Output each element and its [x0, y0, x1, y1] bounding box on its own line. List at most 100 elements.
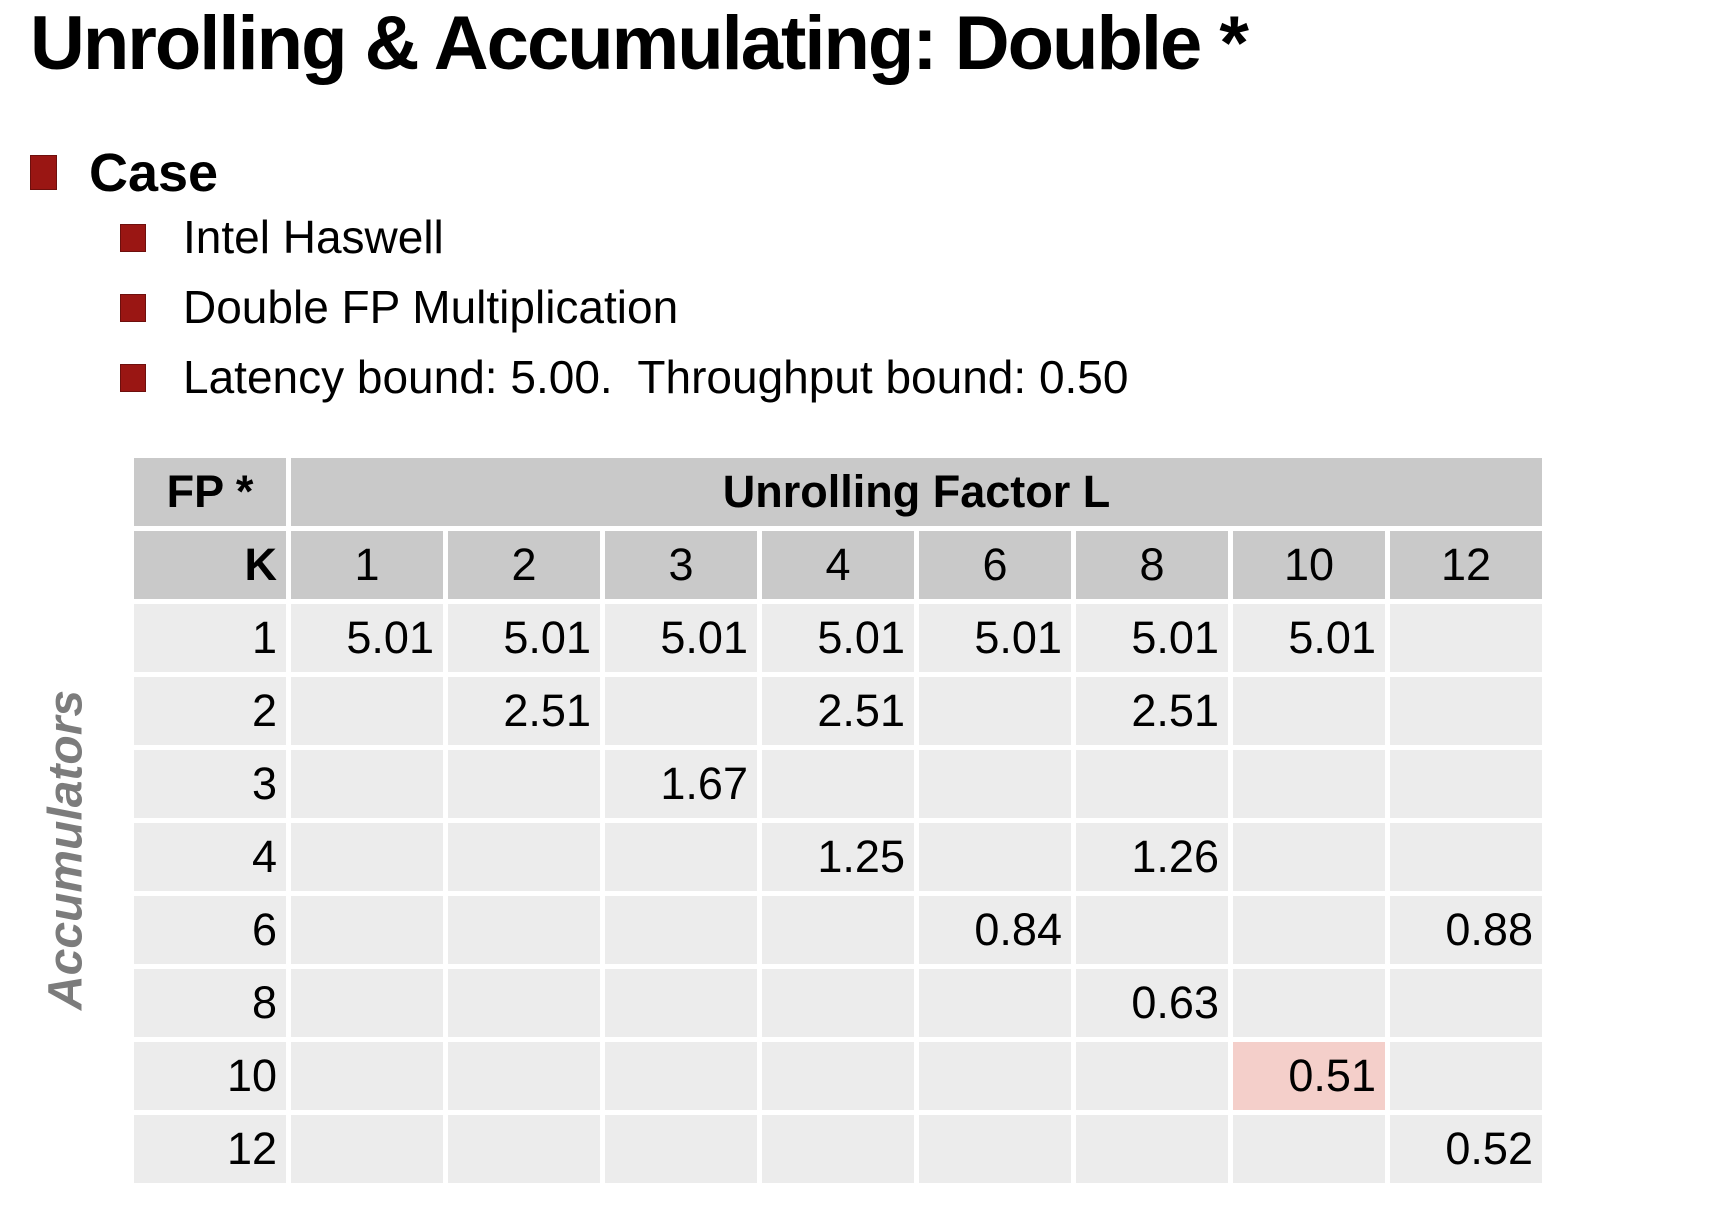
results-table: FP * Unrolling Factor L K 1 2 3 4 6 8 10 12 1 5.0… [134, 458, 1542, 1183]
cell-k2-l8: 2.51 [1076, 677, 1228, 745]
cell-k1-l3: 5.01 [605, 604, 757, 672]
cell-k6-l4 [762, 896, 914, 964]
cell-k6-l3 [605, 896, 757, 964]
sub-bullet-text: Intel Haswell [183, 211, 444, 263]
cell-k3-l3: 1.67 [605, 750, 757, 818]
cell-k2-l12 [1390, 677, 1542, 745]
row-header-k4: 4 [134, 823, 286, 891]
row-header-k3: 3 [134, 750, 286, 818]
sub-bullet-square-icon [120, 294, 146, 322]
sub-bullet-item-bounds: Latency bound: 5.00. Throughput bound: 0… [120, 352, 1128, 422]
cell-k6-l1 [291, 896, 443, 964]
row-header-k8: 8 [134, 969, 286, 1037]
cell-k8-l3 [605, 969, 757, 1037]
corner-header-fp: FP * [134, 458, 286, 526]
cell-k3-l2 [448, 750, 600, 818]
cell-k3-l1 [291, 750, 443, 818]
cell-k1-l8: 5.01 [1076, 604, 1228, 672]
cell-k1-l6: 5.01 [919, 604, 1071, 672]
sub-bullet-list: Intel Haswell Double FP Multiplication L… [120, 212, 1128, 422]
cell-k10-l12 [1390, 1042, 1542, 1110]
row-header-k2: 2 [134, 677, 286, 745]
cell-k2-l4: 2.51 [762, 677, 914, 745]
col-header-l4: 4 [762, 531, 914, 599]
cell-k4-l10 [1233, 823, 1385, 891]
cell-k1-l12 [1390, 604, 1542, 672]
bullet-square-icon [30, 155, 57, 190]
cell-k6-l8 [1076, 896, 1228, 964]
cell-k6-l6: 0.84 [919, 896, 1071, 964]
cell-k12-l6 [919, 1115, 1071, 1183]
cell-k12-l12: 0.52 [1390, 1115, 1542, 1183]
cell-k8-l6 [919, 969, 1071, 1037]
bullet-case: Case [30, 146, 218, 200]
col-header-l3: 3 [605, 531, 757, 599]
bullet-case-label: Case [89, 143, 219, 203]
cell-k1-l10: 5.01 [1233, 604, 1385, 672]
row-header-k6: 6 [134, 896, 286, 964]
col-header-l10: 10 [1233, 531, 1385, 599]
cell-k10-l10: 0.51 [1233, 1042, 1385, 1110]
cell-k12-l3 [605, 1115, 757, 1183]
sub-bullet-text: Double FP Multiplication [183, 281, 679, 333]
row-header-k-label: K [134, 531, 286, 599]
cell-k12-l10 [1233, 1115, 1385, 1183]
accumulators-axis-label: Accumulators [39, 689, 93, 1011]
cell-k10-l4 [762, 1042, 914, 1110]
cell-k4-l4: 1.25 [762, 823, 914, 891]
sub-bullet-item-haswell: Intel Haswell [120, 212, 1128, 282]
cell-k10-l3 [605, 1042, 757, 1110]
slide-title: Unrolling & Accumulating: Double * [30, 1, 1249, 86]
cell-k12-l1 [291, 1115, 443, 1183]
cell-k12-l4 [762, 1115, 914, 1183]
cell-k6-l12: 0.88 [1390, 896, 1542, 964]
sub-bullet-square-icon [120, 224, 146, 252]
cell-k3-l6 [919, 750, 1071, 818]
cell-k6-l10 [1233, 896, 1385, 964]
cell-k8-l10 [1233, 969, 1385, 1037]
cell-k4-l6 [919, 823, 1071, 891]
cell-k1-l2: 5.01 [448, 604, 600, 672]
cell-k8-l1 [291, 969, 443, 1037]
cell-k4-l8: 1.26 [1076, 823, 1228, 891]
row-header-k10: 10 [134, 1042, 286, 1110]
col-header-l1: 1 [291, 531, 443, 599]
cell-k1-l1: 5.01 [291, 604, 443, 672]
cell-k4-l3 [605, 823, 757, 891]
cell-k10-l2 [448, 1042, 600, 1110]
cell-k3-l4 [762, 750, 914, 818]
cell-k3-l12 [1390, 750, 1542, 818]
col-header-l12: 12 [1390, 531, 1542, 599]
cell-k2-l10 [1233, 677, 1385, 745]
cell-k6-l2 [448, 896, 600, 964]
cell-k2-l3 [605, 677, 757, 745]
col-header-l6: 6 [919, 531, 1071, 599]
sub-bullet-item-multiplication: Double FP Multiplication [120, 282, 1128, 352]
cell-k8-l4 [762, 969, 914, 1037]
cell-k4-l2 [448, 823, 600, 891]
sub-bullet-text: Latency bound: 5.00. Throughput bound: 0… [183, 351, 1129, 403]
col-header-l2: 2 [448, 531, 600, 599]
cell-k8-l8: 0.63 [1076, 969, 1228, 1037]
cell-k4-l1 [291, 823, 443, 891]
cell-k2-l2: 2.51 [448, 677, 600, 745]
cell-k10-l1 [291, 1042, 443, 1110]
cell-k8-l12 [1390, 969, 1542, 1037]
cell-k4-l12 [1390, 823, 1542, 891]
cell-k3-l8 [1076, 750, 1228, 818]
column-group-header: Unrolling Factor L [291, 458, 1542, 526]
cell-k12-l8 [1076, 1115, 1228, 1183]
row-header-k12: 12 [134, 1115, 286, 1183]
sub-bullet-square-icon [120, 364, 146, 392]
row-header-k1: 1 [134, 604, 286, 672]
cell-k8-l2 [448, 969, 600, 1037]
cell-k2-l1 [291, 677, 443, 745]
cell-k1-l4: 5.01 [762, 604, 914, 672]
cell-k2-l6 [919, 677, 1071, 745]
cell-k10-l8 [1076, 1042, 1228, 1110]
cell-k12-l2 [448, 1115, 600, 1183]
cell-k10-l6 [919, 1042, 1071, 1110]
cell-k3-l10 [1233, 750, 1385, 818]
col-header-l8: 8 [1076, 531, 1228, 599]
